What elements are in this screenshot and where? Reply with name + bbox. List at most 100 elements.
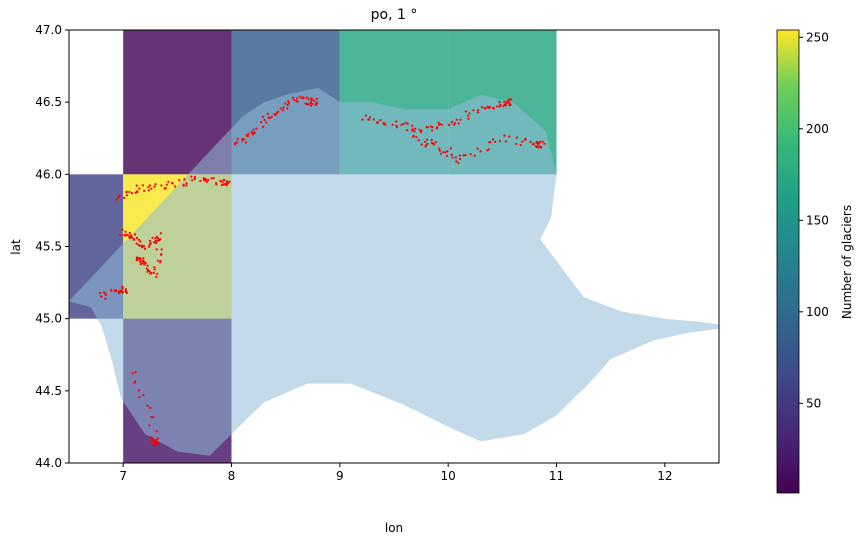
glacier-point xyxy=(438,147,441,150)
glacier-point xyxy=(134,380,137,383)
glacier-point xyxy=(123,233,126,236)
glacier-point xyxy=(503,134,506,137)
glacier-point xyxy=(135,258,138,261)
glacier-point xyxy=(160,184,163,187)
glacier-point xyxy=(293,98,296,102)
glacier-point xyxy=(286,107,289,110)
glacier-point xyxy=(149,436,152,439)
glacier-point xyxy=(155,275,158,279)
glacier-point xyxy=(263,118,266,122)
y-axis-label: lat xyxy=(9,239,23,255)
glacier-point xyxy=(159,259,162,263)
glacier-point xyxy=(284,102,287,105)
glacier-point xyxy=(457,161,460,164)
glacier-point xyxy=(504,140,507,143)
glacier-point xyxy=(199,179,202,183)
glacier-point xyxy=(207,178,210,182)
glacier-point xyxy=(506,102,509,105)
glacier-point xyxy=(479,150,482,153)
glacier-point xyxy=(110,288,113,291)
glacier-point xyxy=(150,187,153,190)
y-tick-label: 44.0 xyxy=(35,456,62,470)
glacier-point xyxy=(236,141,239,144)
glacier-point xyxy=(153,185,156,188)
glacier-point xyxy=(426,142,429,145)
glacier-point xyxy=(119,234,122,237)
glacier-point xyxy=(453,122,457,125)
glacier-point xyxy=(509,103,512,106)
glacier-point xyxy=(247,132,250,135)
glacier-point xyxy=(113,289,117,292)
glacier-point xyxy=(467,117,470,120)
glacier-point xyxy=(153,438,156,441)
glacier-point xyxy=(261,115,264,118)
glacier-point xyxy=(148,244,151,247)
glacier-point xyxy=(314,103,317,106)
glacier-point xyxy=(151,437,154,440)
glacier-point xyxy=(281,109,284,112)
glacier-point xyxy=(469,153,472,156)
glacier-point xyxy=(146,270,149,273)
glacier-point xyxy=(121,291,125,294)
glacier-point xyxy=(413,130,416,133)
glacier-point xyxy=(446,150,449,153)
glacier-point xyxy=(438,123,442,126)
glacier-point xyxy=(402,122,405,125)
glacier-point xyxy=(434,141,437,144)
glacier-point xyxy=(521,140,524,143)
glacier-point xyxy=(123,196,126,199)
glacier-point xyxy=(125,194,129,197)
basin-polygon xyxy=(69,87,719,456)
glacier-point xyxy=(286,103,289,107)
x-tick-label: 8 xyxy=(228,469,236,483)
glacier-point xyxy=(310,98,313,102)
glacier-point xyxy=(135,256,138,259)
glacier-point xyxy=(152,416,155,419)
glacier-point xyxy=(221,180,224,183)
glacier-point xyxy=(156,272,159,275)
glacier-point xyxy=(156,442,160,445)
glacier-point xyxy=(379,119,382,122)
glacier-point xyxy=(193,175,197,179)
glacier-point xyxy=(149,242,152,245)
glacier-point xyxy=(536,145,539,149)
glacier-point xyxy=(156,259,159,262)
glacier-point xyxy=(215,182,218,185)
x-axis-ticks: 7 8 9 10 11 12 xyxy=(119,463,672,483)
glacier-point xyxy=(468,112,471,115)
glacier-point xyxy=(480,106,483,109)
glacier-point xyxy=(439,152,443,155)
glacier-point xyxy=(154,237,157,240)
glacier-point xyxy=(309,101,313,104)
glacier-point xyxy=(457,122,460,125)
plot-area: 7 8 9 10 11 12 44.0 44.5 45.0 45.5 46.0 46.5 47.0 xyxy=(35,23,720,483)
glacier-point xyxy=(131,236,134,239)
glacier-point xyxy=(299,95,302,98)
x-tick-label: 10 xyxy=(441,469,456,483)
glacier-point xyxy=(124,290,127,293)
glacier-point xyxy=(448,123,451,126)
glacier-point xyxy=(139,257,142,260)
glacier-point xyxy=(538,140,542,143)
colorbar-label: Number of glaciers xyxy=(840,205,854,319)
glacier-point xyxy=(420,143,423,146)
glacier-point xyxy=(148,239,152,242)
glacier-point xyxy=(364,114,367,117)
glacier-point xyxy=(458,157,462,161)
glacier-point xyxy=(252,132,255,135)
glacier-point xyxy=(473,154,476,157)
glacier-point xyxy=(282,106,285,109)
glacier-point xyxy=(459,118,462,121)
glacier-point xyxy=(155,430,158,433)
glacier-point xyxy=(125,191,128,194)
glacier-point xyxy=(183,178,186,181)
glacier-point xyxy=(496,105,499,108)
glacier-point xyxy=(128,231,131,234)
glacier-point xyxy=(146,264,149,267)
glacier-point xyxy=(270,115,273,118)
glacier-point xyxy=(171,181,174,184)
glacier-point xyxy=(444,151,447,154)
glacier-point xyxy=(498,105,501,108)
glacier-point xyxy=(131,372,134,375)
glacier-point xyxy=(156,239,159,242)
